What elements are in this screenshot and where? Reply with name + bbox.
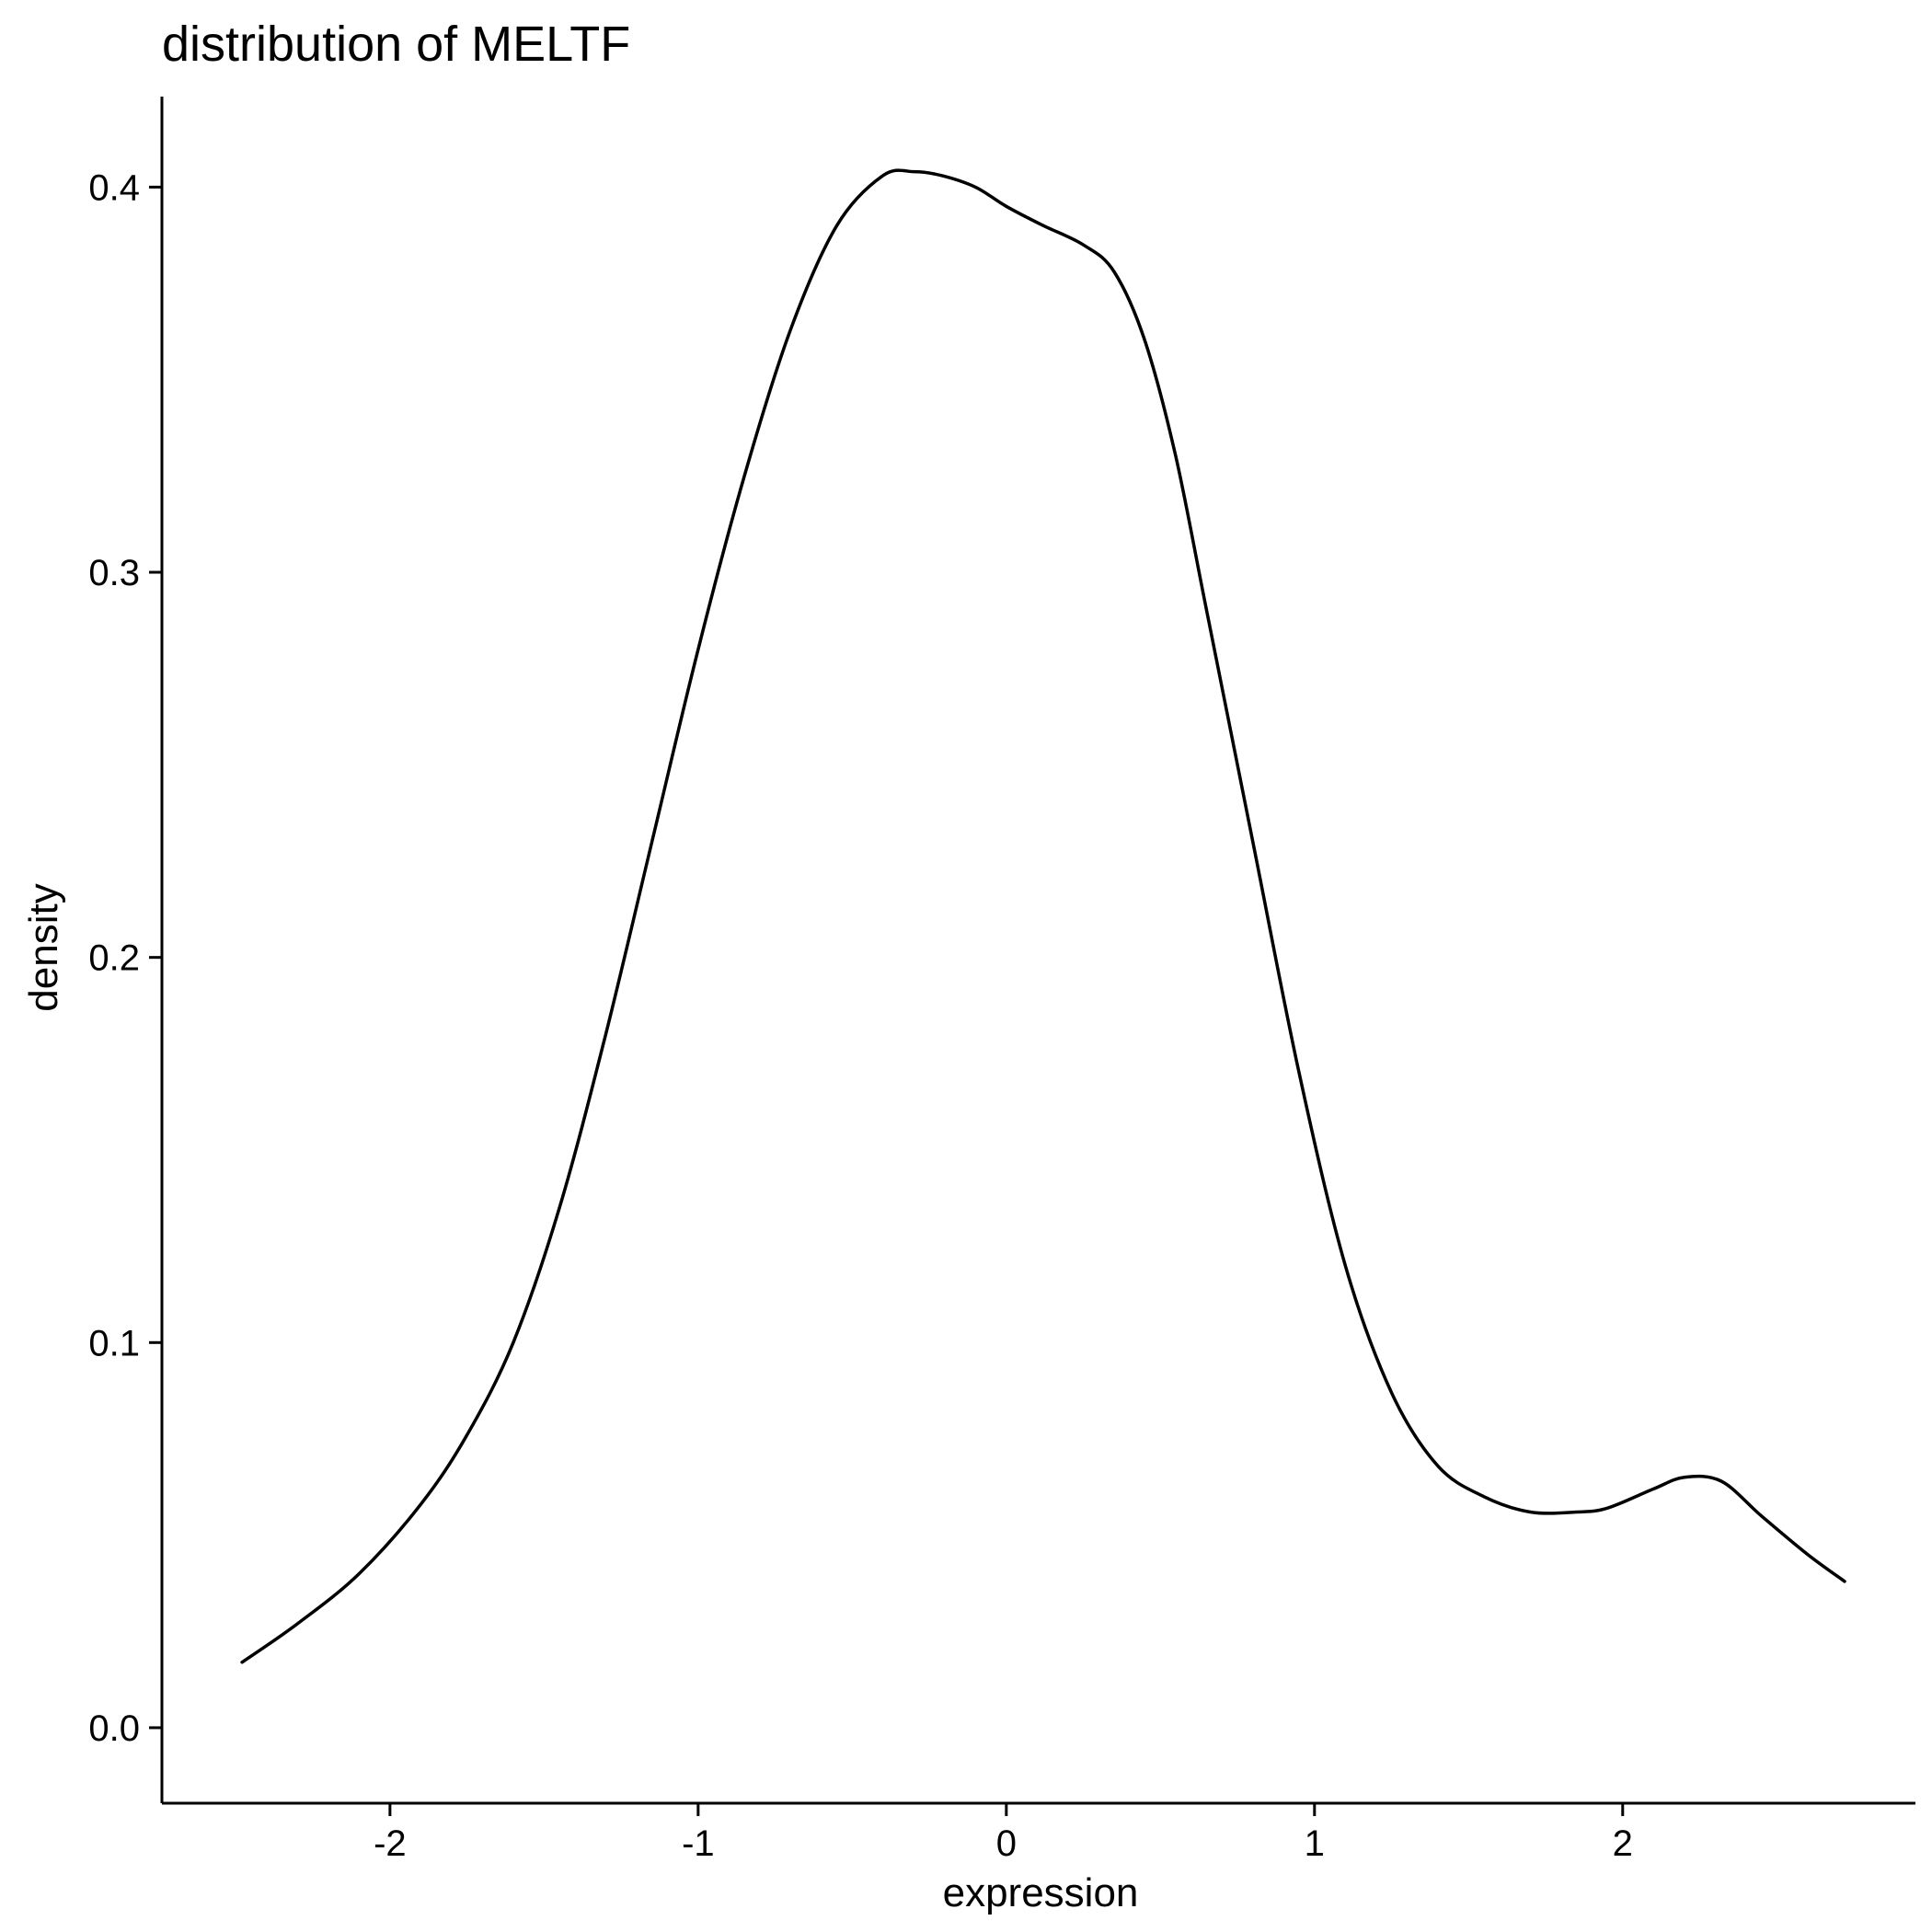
chart-title: distribution of MELTF (162, 17, 630, 72)
y-tick-label: 0.3 (88, 553, 140, 593)
plot-area: -2 -1 0 1 2 0.0 0.1 0.2 0.3 0.4 (88, 97, 1915, 1864)
x-tick-label: 1 (1305, 1823, 1325, 1864)
y-tick-label: 0.2 (88, 938, 140, 979)
x-tick-label: 0 (996, 1823, 1017, 1864)
x-tick-label: 2 (1613, 1823, 1633, 1864)
y-tick-label: 0.4 (88, 167, 140, 208)
y-axis-title: density (21, 883, 66, 1011)
x-axis-title: expression (943, 1870, 1139, 1915)
y-tick-label: 0.0 (88, 1708, 140, 1749)
x-tick-label: -2 (374, 1823, 407, 1864)
y-tick-label: 0.1 (88, 1323, 140, 1363)
density-curve (240, 168, 1846, 1664)
x-tick-label: -1 (682, 1823, 715, 1864)
